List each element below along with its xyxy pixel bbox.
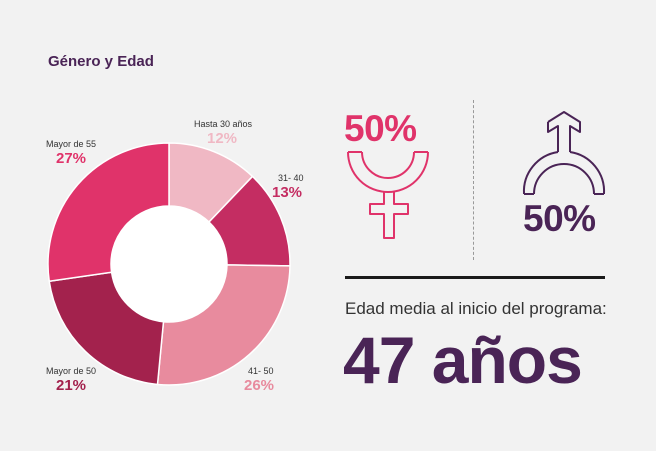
slice-label-31-40: 31- 40 — [278, 173, 304, 183]
female-percentage: 50% — [344, 108, 417, 149]
slice-value-hasta-30: 12% — [207, 130, 238, 147]
slice-value-41-50: 26% — [244, 377, 275, 394]
section-divider — [345, 276, 605, 279]
male-icon — [522, 111, 606, 195]
age-caption: Edad media al inicio del programa: — [345, 299, 607, 318]
female-icon — [347, 151, 429, 239]
chart-title: Género y Edad — [48, 53, 154, 70]
slice-label-mayor-55: Mayor de 55 — [46, 139, 97, 149]
age-value: 47 años — [343, 323, 583, 397]
slice-label-41-50: 41- 50 — [248, 366, 274, 376]
slice-value-31-40: 13% — [272, 184, 303, 201]
male-percentage: 50% — [523, 198, 596, 239]
slice-value-mayor-50: 21% — [56, 377, 87, 394]
slice-value-mayor-55: 27% — [56, 150, 87, 167]
donut-hole — [111, 206, 227, 322]
gender-divider — [473, 100, 474, 260]
slice-label-hasta-30: Hasta 30 años — [194, 119, 253, 129]
slice-label-mayor-50: Mayor de 50 — [46, 366, 97, 376]
